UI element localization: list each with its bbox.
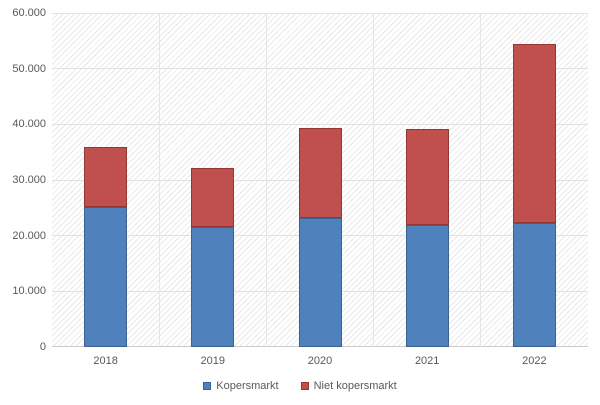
- y-gridline: [52, 12, 588, 14]
- bar-segment-niet-kopersmarkt-2019: [191, 167, 235, 227]
- legend-swatch-niet-kopersmarkt-icon: [300, 382, 309, 390]
- x-axis-tick-label: 2018: [93, 355, 118, 367]
- legend-label-kopersmarkt: Kopersmarkt: [216, 380, 279, 392]
- x-gridline: [480, 13, 482, 347]
- y-axis-tick-label: 20.000: [12, 229, 46, 242]
- y-axis-tick-label: 30.000: [12, 174, 46, 186]
- bar-segment-kopersmarkt-2022: [512, 223, 556, 347]
- bar-segment-niet-kopersmarkt-2020: [298, 128, 342, 219]
- legend-label-niet-kopersmarkt: Niet kopersmarkt: [313, 380, 397, 392]
- bar-segment-kopersmarkt-2021: [405, 225, 449, 347]
- bar-segment-kopersmarkt-2020: [298, 218, 342, 347]
- x-axis-tick-label: 2020: [307, 355, 333, 367]
- x-axis-tick-label: 2021: [414, 355, 440, 367]
- x-gridline: [373, 13, 375, 347]
- x-axis-tick-label: 2019: [200, 355, 226, 367]
- y-axis-tick-label: 60.000: [12, 7, 46, 19]
- plot-area: [52, 12, 588, 347]
- y-axis-tick-label: 0: [39, 341, 46, 353]
- legend-swatch-kopersmarkt-icon: [203, 382, 212, 390]
- x-gridline: [265, 13, 267, 347]
- y-axis-tick-label: 10.000: [12, 285, 46, 298]
- bar-segment-kopersmarkt-2018: [84, 206, 128, 347]
- x-axis-tick-label: 2022: [522, 355, 547, 367]
- legend-item-niet-kopersmarkt: Niet kopersmarkt: [300, 380, 397, 392]
- legend-item-kopersmarkt: Kopersmarkt: [203, 380, 279, 392]
- legend: Kopersmarkt Niet kopersmarkt: [0, 377, 600, 395]
- bar-segment-niet-kopersmarkt-2022: [512, 44, 556, 224]
- y-gridline: [52, 123, 588, 125]
- y-axis-tick-label: 40.000: [12, 118, 46, 131]
- bar-segment-niet-kopersmarkt-2021: [405, 129, 449, 226]
- bar-segment-niet-kopersmarkt-2018: [84, 146, 128, 207]
- y-gridline: [52, 68, 588, 70]
- x-gridline: [158, 13, 160, 347]
- y-axis-tick-label: 50.000: [12, 62, 46, 75]
- bar-segment-kopersmarkt-2019: [191, 226, 235, 347]
